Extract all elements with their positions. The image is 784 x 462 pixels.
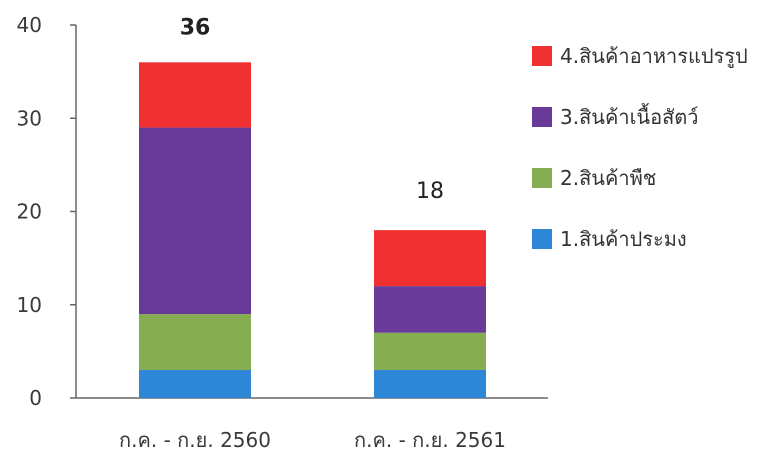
- legend-label: 2.สินค้าพืช: [560, 166, 657, 190]
- bars: [139, 62, 486, 398]
- y-tick-label: 30: [17, 106, 42, 130]
- legend-swatch: [532, 107, 552, 127]
- labels: 36 ก.ค. - ก.ย. 2560 18 ก.ค. - ก.ย. 2561: [119, 15, 506, 452]
- total-data-label: 36: [180, 15, 211, 40]
- y-tick-label: 40: [17, 13, 42, 37]
- bar-segment: [139, 127, 251, 315]
- legend-item: 2.สินค้าพืช: [532, 166, 748, 190]
- bar-segment: [139, 62, 251, 128]
- legend-swatch: [532, 46, 552, 66]
- bar-segment: [139, 370, 251, 398]
- bar-segment: [374, 286, 486, 333]
- legend: 4.สินค้าอาหารแปรรูป 3.สินค้าเนื้อสัตว์ 2.ส…: [532, 44, 748, 288]
- x-category-label: ก.ค. - ก.ย. 2561: [354, 428, 506, 452]
- bar-segment: [374, 332, 486, 371]
- bar-segment: [139, 314, 251, 371]
- bar-segment: [374, 230, 486, 287]
- y-tick-label: 0: [29, 386, 42, 410]
- legend-item: 3.สินค้าเนื้อสัตว์: [532, 105, 748, 129]
- total-data-label: 18: [416, 179, 444, 204]
- legend-label: 3.สินค้าเนื้อสัตว์: [560, 105, 699, 129]
- legend-swatch: [532, 168, 552, 188]
- x-category-label: ก.ค. - ก.ย. 2560: [119, 428, 271, 452]
- legend-swatch: [532, 229, 552, 249]
- bar-segment: [374, 370, 486, 398]
- legend-item: 1.สินค้าประมง: [532, 227, 748, 251]
- legend-item: 4.สินค้าอาหารแปรรูป: [532, 44, 748, 68]
- legend-label: 4.สินค้าอาหารแปรรูป: [560, 44, 748, 68]
- legend-label: 1.สินค้าประมง: [560, 227, 687, 251]
- y-tick-label: 10: [17, 293, 42, 317]
- y-tick-label: 20: [17, 200, 42, 224]
